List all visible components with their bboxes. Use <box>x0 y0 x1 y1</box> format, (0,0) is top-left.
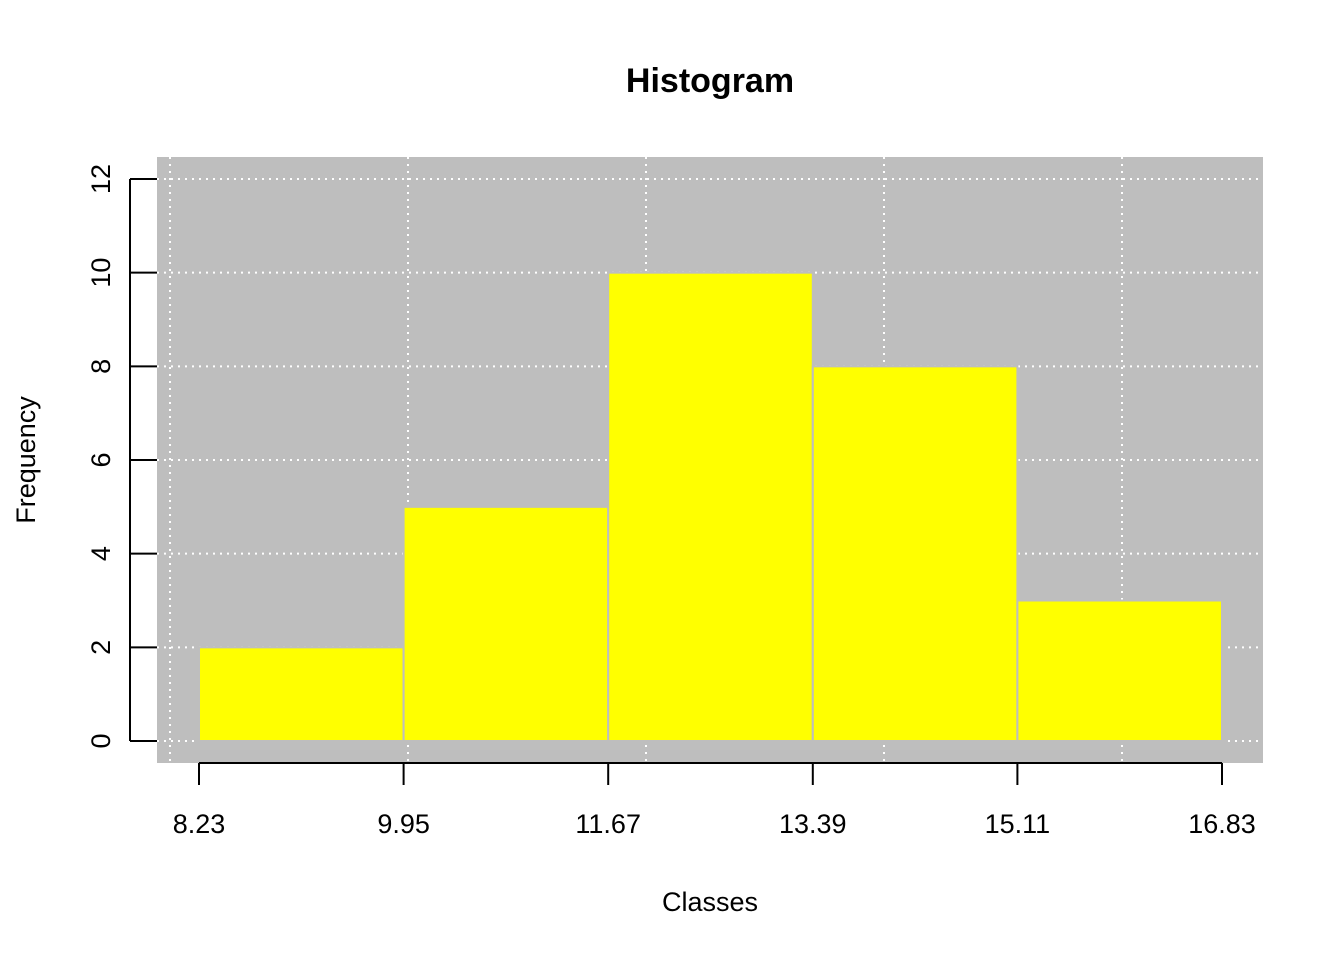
y-axis: 0 2 4 6 8 10 12 <box>86 164 157 749</box>
y-tick-label: 6 <box>86 452 116 467</box>
histogram-bar <box>198 646 405 742</box>
y-axis-label: Frequency <box>11 396 41 524</box>
x-tick-label: 13.39 <box>779 809 847 839</box>
x-tick-label: 8.23 <box>173 809 226 839</box>
y-tick-label: 4 <box>86 546 116 561</box>
y-tick-label: 10 <box>86 258 116 288</box>
y-tick-label: 8 <box>86 359 116 374</box>
x-tick-label: 16.83 <box>1188 809 1256 839</box>
x-tick-label: 11.67 <box>575 809 641 839</box>
histogram-bar <box>402 505 610 743</box>
histogram-bar <box>1016 599 1224 742</box>
y-tick-label: 2 <box>86 640 116 655</box>
y-tick-label: 12 <box>86 164 116 194</box>
histogram-bar <box>811 365 1019 742</box>
x-axis: 8.23 9.95 11.67 13.39 15.11 16.83 <box>173 762 1256 839</box>
x-tick-label: 15.11 <box>985 809 1051 839</box>
chart-title: Histogram <box>626 62 794 100</box>
x-axis-label: Classes <box>662 887 758 917</box>
y-tick-label: 0 <box>86 733 116 748</box>
x-tick-label: 9.95 <box>377 809 430 839</box>
bars <box>198 271 1224 743</box>
histogram-bar <box>607 271 814 742</box>
